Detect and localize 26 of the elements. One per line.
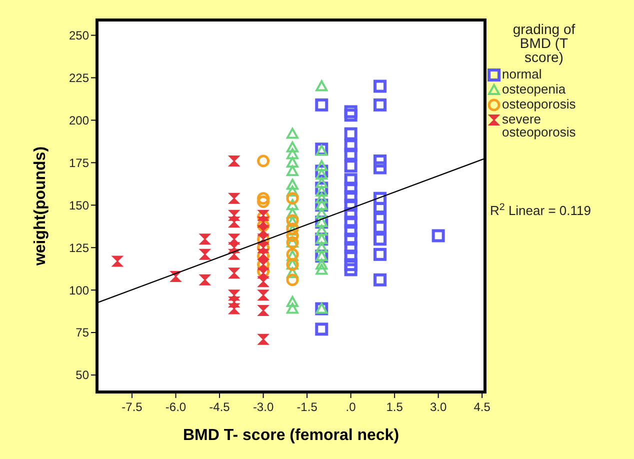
y-tick-label: 200 [68, 113, 90, 128]
legend-label: osteoporosis [502, 96, 576, 112]
y-tick-label: 225 [68, 70, 90, 85]
x-tick-label: -1.5 [296, 400, 318, 414]
legend-label: osteopenia [502, 82, 566, 97]
y-tick-label: 75 [76, 326, 90, 340]
y-tick-label: 125 [68, 240, 90, 255]
legend-label: severe osteoporosis [502, 112, 576, 140]
text: R$^{2}$ Linear = 0.119 [490, 202, 591, 218]
x-tick-label: 3.0 [430, 400, 447, 414]
x-tick-label: 4.5 [474, 400, 491, 414]
y-tick-label: 150 [68, 198, 90, 212]
x-tick-label: -6.0 [165, 400, 186, 414]
x-tick-label: .0 [346, 400, 356, 414]
x-tick-label: -4.5 [209, 400, 230, 414]
y-axis-title: weight(pounds) [32, 146, 49, 267]
legend-label: normal [502, 66, 542, 82]
y-tick-label: 250 [68, 28, 90, 42]
x-tick-label: -3.0 [252, 400, 274, 414]
y-tick-label: 100 [68, 283, 90, 298]
x-tick-label: 1.5 [386, 400, 404, 414]
x-tick-label: -7.5 [122, 400, 143, 414]
y-tick-label: 50 [76, 368, 90, 382]
legend-title: grading of BMD (T score) [512, 21, 576, 65]
x-axis-title: BMD T- score (femoral neck) [182, 427, 400, 444]
y-tick-label: 175 [68, 156, 90, 170]
